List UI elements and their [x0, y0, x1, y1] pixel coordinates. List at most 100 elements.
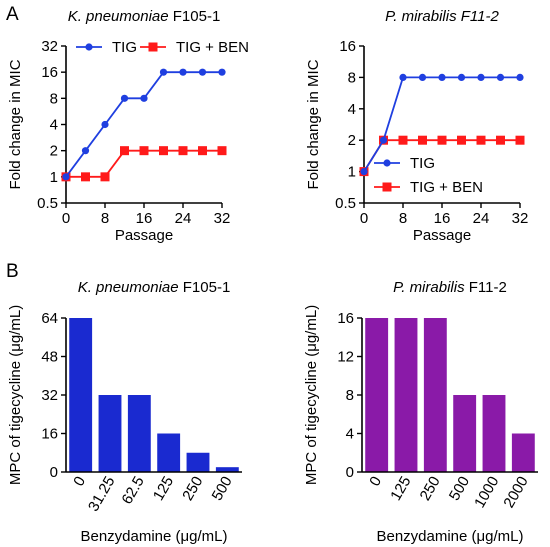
- bar-250: [423, 318, 447, 472]
- y-tick-label: 0.5: [335, 195, 356, 212]
- chart-title: K. pneumoniae F105-1: [68, 8, 221, 25]
- y-tick-label: 48: [41, 349, 58, 366]
- x-tick-label: 0: [360, 210, 368, 227]
- y-tick-label: 16: [339, 38, 356, 55]
- bar-chart-k-pneumoniae: K. pneumoniae F105-1 MPC of tigecycline (…: [7, 279, 242, 545]
- y-tick-label: 2: [50, 143, 58, 160]
- data-point-tig-ben: [120, 146, 129, 156]
- x-tick-label: 24: [473, 210, 490, 227]
- y-tick-label: 12: [337, 349, 354, 366]
- data-point-tig: [418, 73, 427, 81]
- line-chart-p-mirabilis: P. mirabilis F11-2 Fold change in MIC 0.5 1…: [305, 8, 528, 244]
- panel-label-b: B: [6, 261, 19, 282]
- x-tick-label: 8: [399, 210, 407, 227]
- y-tick-label: 16: [41, 64, 58, 81]
- panel-label-a: A: [6, 4, 19, 25]
- bar-31.25: [98, 395, 122, 472]
- x-axis-label: Benzydamine (μg/mL): [80, 528, 227, 545]
- bar-1000: [482, 395, 506, 472]
- data-point-tig-ben: [159, 146, 168, 156]
- y-tick-label: 4: [50, 117, 58, 134]
- bar-125: [157, 433, 181, 472]
- line-chart-k-pneumoniae: K. pneumoniae F105-1 Fold change in MIC 0.…: [7, 8, 249, 244]
- data-point-tig: [496, 73, 505, 81]
- chart-title-organism: P. mirabilis F11-2: [385, 8, 499, 25]
- bar-2000: [511, 433, 535, 472]
- y-tick-label: 8: [346, 387, 354, 404]
- chart-title: P. mirabilis F11-2: [385, 8, 499, 25]
- x-tick-label: 125: [387, 474, 414, 504]
- x-tick-label: 500: [209, 474, 236, 504]
- legend-marker-tig-ben: [148, 42, 158, 52]
- data-point-tig: [379, 136, 388, 144]
- chart-title-organism: P. mirabilis: [393, 279, 465, 296]
- bar-500: [453, 395, 477, 472]
- data-point-tig: [198, 68, 207, 76]
- x-axis-label: Passage: [115, 227, 173, 244]
- data-point-tig: [101, 120, 109, 129]
- y-tick-label: 0: [50, 464, 58, 481]
- data-point-tig-ben: [198, 146, 207, 156]
- x-tick-label: 31.25: [85, 474, 118, 515]
- y-tick-label: 32: [41, 387, 58, 404]
- series-line-tig: [65, 71, 222, 178]
- data-point-tig: [159, 68, 168, 76]
- chart-title-organism: K. pneumoniae: [68, 8, 169, 25]
- data-point-tig-ben: [457, 135, 466, 145]
- x-tick-label: 2000: [500, 474, 531, 511]
- chart-title: P. mirabilis F11-2: [393, 279, 507, 296]
- y-tick-label: 4: [346, 426, 354, 443]
- x-tick-label: 62.5: [118, 474, 147, 508]
- legend-label: TIG + BEN: [176, 39, 249, 56]
- y-tick-label: 32: [41, 38, 58, 55]
- x-tick-label: 0: [366, 474, 385, 490]
- chart-title: K. pneumoniae F105-1: [78, 279, 231, 296]
- y-tick-label: 4: [348, 101, 356, 118]
- x-tick-label: 8: [101, 210, 109, 227]
- y-axis-label: MPC of tigecycline (μg/mL): [7, 305, 24, 485]
- y-tick-label: 16: [337, 310, 354, 327]
- data-point-tig: [179, 68, 187, 76]
- x-tick-label: 24: [175, 210, 192, 227]
- chart-title-strain: F11-2: [465, 279, 507, 296]
- legend-label: TIG + BEN: [410, 179, 483, 196]
- data-point-tig-ben: [496, 135, 505, 145]
- y-tick-label: 0: [346, 464, 354, 481]
- data-point-tig-ben: [418, 135, 427, 145]
- data-point-tig: [62, 173, 70, 181]
- x-tick-label: 0: [70, 474, 89, 490]
- x-tick-label: 16: [434, 210, 451, 227]
- x-tick-label: 32: [214, 210, 231, 227]
- x-axis-label: Benzydamine (μg/mL): [376, 528, 523, 545]
- x-axis-label: Passage: [413, 227, 471, 244]
- x-tick-label: 32: [512, 210, 529, 227]
- y-tick-label: 2: [348, 132, 356, 149]
- legend-marker-tig: [85, 43, 93, 51]
- data-point-tig: [516, 73, 524, 81]
- bar-500: [215, 467, 239, 472]
- data-point-tig: [438, 73, 446, 81]
- y-tick-label: 1: [348, 164, 356, 181]
- y-axis-label: Fold change in MIC: [7, 59, 24, 189]
- bar-chart-p-mirabilis: P. mirabilis F11-2 MPC of tigecycline (μg…: [303, 279, 538, 545]
- x-tick-label: 250: [417, 474, 444, 504]
- y-axis-label: MPC of tigecycline (μg/mL): [303, 305, 320, 485]
- chart-title-strain: F105-1: [179, 279, 231, 296]
- data-point-tig: [140, 94, 148, 102]
- x-tick-label: 16: [136, 210, 153, 227]
- data-point-tig-ben: [476, 135, 486, 145]
- data-point-tig-ben: [100, 172, 110, 182]
- data-point-tig-ben: [178, 146, 188, 156]
- series-line-tig: [363, 76, 520, 173]
- chart-title-organism: K. pneumoniae: [78, 279, 179, 296]
- y-axis-label: Fold change in MIC: [305, 59, 322, 189]
- data-point-tig-ben: [437, 135, 447, 145]
- series-line-tig-ben: [363, 139, 520, 173]
- data-point-tig: [218, 68, 226, 76]
- data-point-tig-ben: [515, 135, 525, 145]
- x-tick-label: 125: [150, 474, 177, 504]
- data-point-tig: [81, 147, 90, 155]
- bar-250: [186, 452, 210, 472]
- data-point-tig-ben: [81, 172, 90, 182]
